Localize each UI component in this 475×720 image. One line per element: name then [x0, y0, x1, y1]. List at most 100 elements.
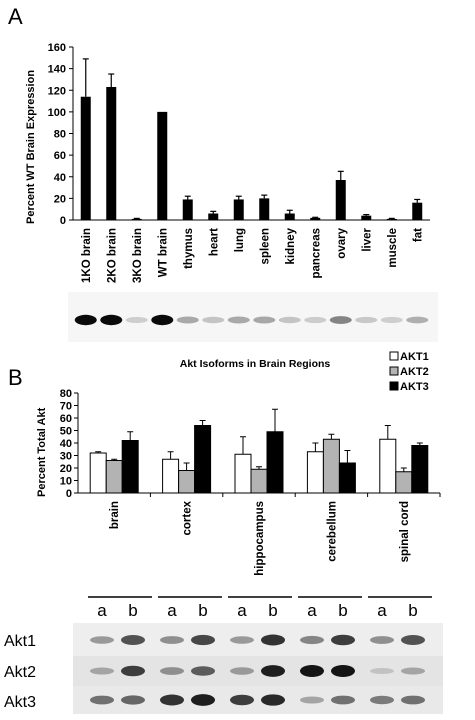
legend-swatch-akt3: [389, 381, 399, 391]
blot-b-band: [300, 635, 324, 645]
blot-a-band: [406, 316, 429, 324]
blot-a-band: [227, 316, 250, 324]
blot-b-band: [191, 694, 215, 706]
chart-a-category-label: thymus: [183, 228, 195, 269]
chart-a-category-label: pancreas: [310, 228, 322, 279]
blot-a-band: [278, 316, 301, 324]
blot-a-band: [202, 316, 225, 324]
blot-a-band: [100, 314, 123, 326]
blot-b-band: [401, 635, 425, 645]
chart-b-bar: [306, 451, 324, 494]
blot-b-band: [331, 634, 355, 646]
chart-a-category-label: muscle: [387, 228, 399, 268]
chart-b-bar: [89, 452, 107, 494]
chart-b-bar: [105, 460, 123, 494]
chart-b-bar: [178, 470, 196, 494]
chart-b-category-label: cortex: [182, 500, 194, 535]
blot-lane-label: b: [408, 601, 417, 620]
chart-a-category-label: lung: [234, 228, 246, 252]
blot-b-band: [121, 635, 145, 645]
blot-b-band: [370, 636, 394, 644]
blot-b-band: [300, 665, 324, 677]
chart-a-bar: [106, 87, 117, 220]
chart-a-ytick-label: 100: [48, 107, 66, 119]
chart-a-bar: [157, 111, 168, 220]
blot-b-band: [90, 667, 114, 675]
chart-b-ytick-label: 20: [60, 463, 72, 475]
chart-a-bar: [233, 199, 244, 220]
blot-b-band: [160, 636, 184, 644]
blot-a-band: [125, 316, 148, 324]
blot-b-band: [191, 666, 215, 676]
blot-a-band: [380, 316, 403, 324]
chart-a-category-label: 1KO brain: [81, 228, 93, 283]
chart-b-bar: [194, 425, 212, 494]
chart-b-bar: [395, 471, 413, 494]
panel-a-letter: A: [8, 4, 23, 29]
blot-b-band: [370, 667, 394, 675]
blot-b-band: [261, 634, 285, 646]
chart-b-category-label: brain: [109, 501, 121, 529]
western-blot-a: [68, 292, 438, 342]
chart-a-bar: [208, 213, 219, 220]
legend-label-akt3: AKT3: [400, 381, 429, 393]
chart-b-category-label: cerebellum: [326, 501, 338, 562]
chart-a-bar: [361, 215, 372, 220]
blot-b-band: [401, 667, 425, 675]
blot-row-label-akt2: Akt2: [4, 664, 36, 681]
chart-a-ytick-label: 40: [54, 172, 66, 184]
chart-b: Akt Isoforms in Brain Regions Percent To…: [36, 358, 441, 576]
blot-b-band: [261, 665, 285, 677]
chart-b-ytick-label: 50: [60, 426, 72, 438]
chart-a-bar: [131, 218, 142, 220]
blot-a-band: [355, 316, 378, 324]
chart-a-ytick-label: 20: [54, 193, 66, 205]
blot-lane-label: a: [237, 601, 247, 620]
chart-a-ytick-label: 140: [48, 64, 66, 76]
blot-b-band: [230, 667, 254, 675]
chart-b-bar: [411, 445, 429, 494]
chart-a-category-label: ovary: [336, 227, 348, 258]
chart-b-bar: [322, 438, 340, 494]
chart-b-bar: [234, 453, 252, 494]
chart-b-bar: [266, 431, 284, 494]
blot-a-band: [74, 314, 97, 326]
blot-a-band: [253, 316, 276, 324]
chart-b-ytick-label: 70: [60, 401, 72, 413]
chart-a-ylabel: Percent WT Brain Expression: [25, 70, 37, 224]
legend: AKT1 AKT2 AKT3: [389, 351, 429, 393]
chart-a-bar: [335, 179, 346, 220]
chart-a-ytick-label: 160: [48, 42, 66, 54]
chart-a-category-label: spleen: [259, 228, 271, 264]
blot-b-band: [261, 694, 285, 706]
panel-b-letter: B: [8, 365, 23, 390]
blot-a-band: [329, 316, 352, 324]
blot-b-band: [160, 694, 184, 706]
blot-b-band: [230, 694, 254, 706]
blot-lane-label: b: [198, 601, 207, 620]
blot-b-band: [331, 695, 355, 705]
blot-lane-label: b: [128, 601, 137, 620]
chart-a-bar: [80, 96, 91, 220]
blot-a-band: [304, 316, 327, 324]
chart-a-bar: [310, 217, 321, 220]
western-blot-b: a b a b a b a b a b Akt1 Akt2 Akt3: [4, 596, 443, 714]
chart-a: Percent WT Brain Expression 0 20 40 60 80 100…: [25, 42, 430, 283]
chart-a-ytick-label: 0: [60, 215, 66, 227]
chart-a-category-label: liver: [361, 227, 373, 251]
chart-a-ytick-label: 120: [48, 85, 66, 97]
chart-b-ytick-label: 30: [60, 451, 72, 463]
blot-row-label-akt3: Akt3: [4, 694, 36, 711]
legend-label-akt2: AKT2: [400, 366, 429, 378]
chart-b-category-label: spinal cord: [399, 501, 411, 562]
blot-lane-label: b: [338, 601, 347, 620]
blot-b-band: [331, 665, 355, 677]
blot-lane-label: a: [167, 601, 177, 620]
blot-a-band: [176, 316, 199, 324]
blot-b-band: [191, 634, 215, 646]
legend-swatch-akt1: [389, 351, 399, 361]
blot-lane-label: b: [268, 601, 277, 620]
chart-b-ytick-label: 10: [60, 476, 72, 488]
chart-b-bar: [121, 440, 139, 494]
chart-a-bar: [412, 202, 423, 220]
